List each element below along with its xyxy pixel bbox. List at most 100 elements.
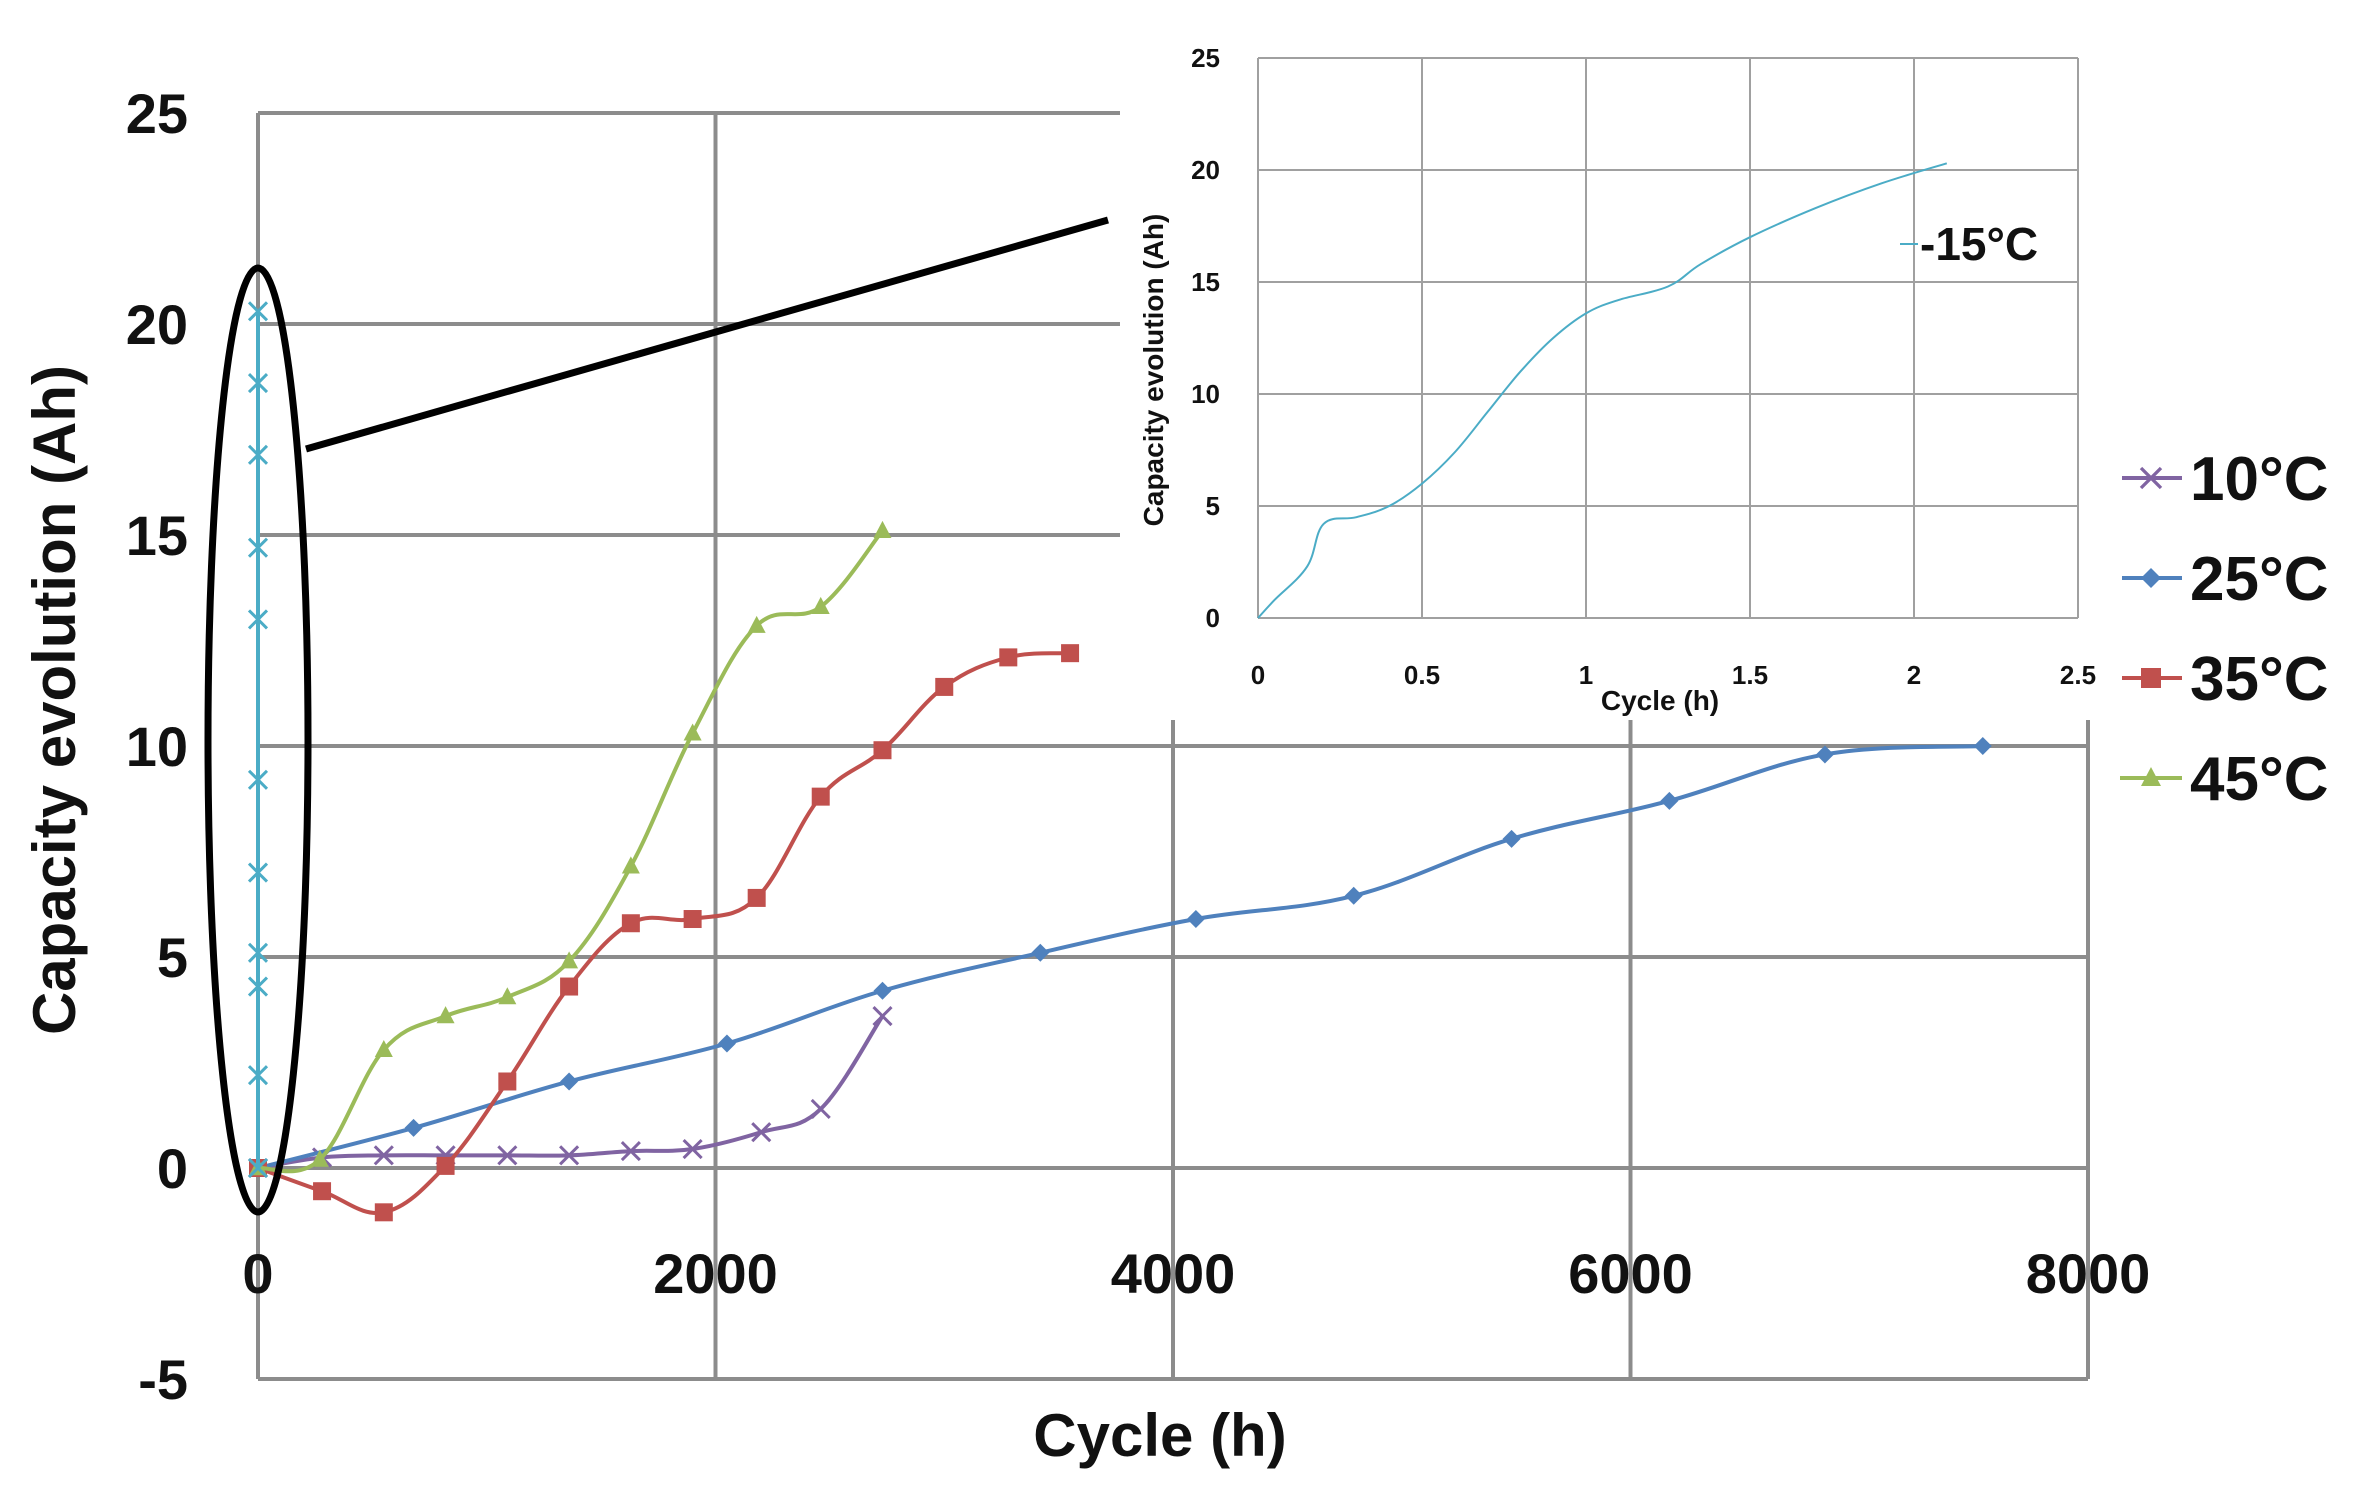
series--15°C	[247, 301, 269, 1179]
inset-x-tick-label: 0.5	[1404, 660, 1440, 690]
legend: 10°C 25°C 35°C 45°C	[2120, 445, 2329, 814]
data-point	[310, 1149, 329, 1167]
inset-y-tick-label: 20	[1191, 155, 1220, 185]
legend-marker	[2141, 668, 2161, 688]
inset-y-tick-label: 5	[1206, 491, 1220, 521]
series-10°C	[247, 1006, 893, 1179]
data-point	[810, 1098, 831, 1119]
data-point	[621, 914, 640, 933]
data-point	[247, 1065, 269, 1086]
inset-y-tick-label: 10	[1191, 379, 1220, 409]
inset-x-tick-label: 1.5	[1732, 660, 1768, 690]
inset-y-axis-title: Capacity evolution (Ah)	[1138, 214, 1169, 527]
main-x-tick-label: 0	[242, 1242, 273, 1305]
data-point	[247, 444, 269, 465]
legend-item: 45°C	[2120, 745, 2329, 814]
data-point	[313, 1182, 332, 1201]
data-point	[247, 769, 269, 790]
zoom-highlight-ellipse	[204, 264, 312, 1216]
inset-x-tick-label: 1	[1579, 660, 1593, 690]
main-x-axis-title: Cycle (h)	[1033, 1402, 1286, 1469]
data-point	[436, 1156, 455, 1175]
data-point	[247, 537, 269, 558]
main-y-tick-label: 15	[126, 504, 188, 567]
data-point	[872, 1006, 893, 1027]
data-point	[247, 942, 269, 963]
inset-y-tick-labels: 0 5 10 15 20 25	[1191, 43, 1220, 633]
inset-y-tick-label: 15	[1191, 267, 1220, 297]
legend-item: 35°C	[2120, 645, 2329, 714]
data-point	[747, 615, 766, 633]
data-point	[247, 976, 269, 997]
legend-marker	[2141, 767, 2161, 786]
data-point	[1031, 943, 1050, 962]
inset-y-tick-label: 25	[1191, 43, 1220, 73]
data-point	[1973, 737, 1992, 755]
inset-series-group	[1257, 162, 1948, 619]
legend-marker	[2139, 466, 2163, 490]
inset-background	[1120, 20, 2122, 720]
data-point	[1660, 791, 1679, 810]
data-point	[498, 1072, 517, 1091]
data-point	[717, 1034, 736, 1053]
series-line	[257, 1014, 885, 1170]
legend-label: 45°C	[2190, 745, 2329, 814]
data-point	[404, 1118, 423, 1137]
legend-item: 10°C	[2120, 445, 2329, 514]
data-point	[1815, 745, 1834, 764]
main-y-tick-label: -5	[138, 1348, 188, 1411]
main-x-tick-label: 4000	[1111, 1242, 1236, 1305]
data-point	[873, 520, 892, 538]
data-point	[374, 1039, 393, 1058]
legend-label: 35°C	[2190, 645, 2329, 714]
data-point	[621, 856, 640, 874]
legend-item: 25°C	[2120, 545, 2329, 614]
main-x-tick-label: 2000	[653, 1242, 778, 1305]
inset-y-tick-label: 0	[1206, 603, 1220, 633]
data-point	[247, 609, 269, 630]
data-point	[559, 1145, 580, 1166]
inset-x-tick-label: 2.5	[2060, 660, 2096, 690]
main-x-tick-label: 6000	[1568, 1242, 1693, 1305]
data-point	[560, 1072, 579, 1091]
inset-gridlines	[1257, 57, 2079, 619]
data-point	[498, 987, 517, 1005]
inset-x-tick-labels: 0 0.5 1 1.5 2 2.5	[1251, 660, 2096, 690]
data-point	[1344, 886, 1363, 905]
data-point	[873, 741, 892, 760]
data-point	[560, 977, 579, 996]
data-point	[247, 862, 269, 883]
data-point	[560, 951, 579, 969]
data-point	[999, 648, 1018, 667]
data-point	[873, 981, 892, 1000]
data-point	[751, 1122, 772, 1143]
data-point	[373, 1145, 394, 1166]
data-point	[1502, 829, 1521, 848]
main-x-tick-labels: 0 2000 4000 6000 8000	[242, 1242, 2150, 1305]
main-x-tick-label: 8000	[2026, 1242, 2151, 1305]
legend-label: 10°C	[2190, 445, 2329, 514]
series-line	[257, 744, 1983, 1170]
series-line	[257, 651, 1071, 1216]
main-y-tick-label: 0	[157, 1137, 188, 1200]
data-point	[497, 1145, 518, 1166]
data-point	[247, 1157, 269, 1179]
data-point	[683, 910, 702, 929]
inset-legend-label: -15°C	[1920, 218, 2038, 270]
main-y-tick-labels: -5 0 5 10 15 20 25	[126, 82, 188, 1411]
data-point	[682, 1138, 703, 1160]
data-point	[374, 1203, 393, 1222]
inset-x-axis-title: Cycle (h)	[1601, 685, 1719, 716]
data-point	[747, 888, 766, 907]
inset-x-tick-label: 2	[1907, 660, 1921, 690]
data-point	[935, 677, 954, 696]
series-45°C	[249, 520, 892, 1176]
data-point	[436, 1006, 455, 1024]
zoom-connector-line	[305, 216, 1109, 453]
main-y-axis-title: Capacity evolution (Ah)	[21, 365, 88, 1035]
data-point	[683, 723, 702, 741]
legend-label: 25°C	[2190, 545, 2329, 614]
series-35°C	[249, 644, 1080, 1222]
main-y-tick-label: 25	[126, 82, 188, 145]
